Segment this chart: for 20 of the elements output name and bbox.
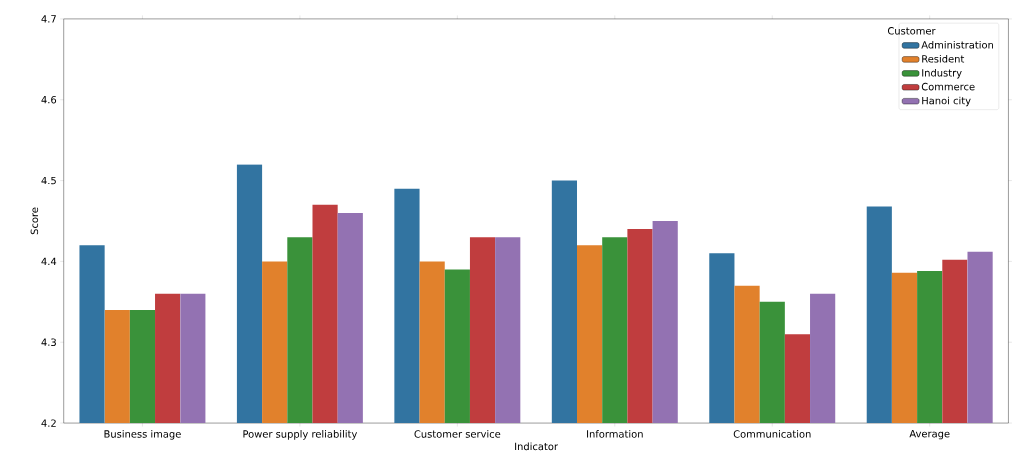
- legend-label: Commerce: [921, 82, 975, 91]
- x-axis-title: Indicator: [515, 442, 558, 451]
- y-tick-label: 4.7: [41, 15, 56, 23]
- x-tick-label: Information: [587, 430, 643, 438]
- legend-label: Industry: [922, 68, 962, 79]
- y-tick-label: 4.2: [41, 419, 56, 427]
- x-tick-label: Average: [909, 430, 950, 440]
- x-tick-label: Customer service: [414, 430, 501, 438]
- y-tick-label: 4.4: [41, 257, 57, 266]
- legend-title: Customer: [887, 27, 936, 35]
- x-tick-label: Power supply reliability: [243, 430, 358, 440]
- legend-label: Administration: [921, 40, 993, 49]
- x-tick-label: Communication: [733, 430, 811, 438]
- y-axis-title: Score: [30, 207, 39, 235]
- legend-label: Resident: [922, 54, 965, 63]
- y-tick-label: 4.3: [41, 338, 56, 347]
- x-tick-label: Business image: [104, 430, 181, 440]
- y-tick-label: 4.5: [41, 176, 56, 185]
- y-tick-label: 4.6: [41, 96, 57, 104]
- legend-label: Hanoi city: [922, 96, 971, 107]
